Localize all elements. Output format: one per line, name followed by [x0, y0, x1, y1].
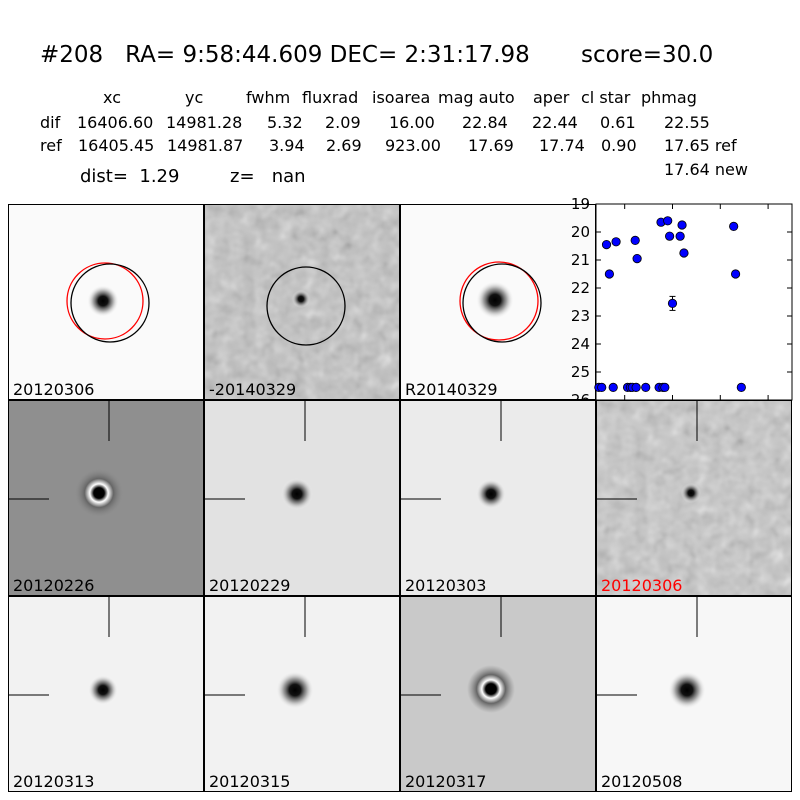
data-point: [632, 253, 642, 264]
panel-label: -20140329: [209, 380, 297, 399]
source-blob: [276, 671, 314, 709]
light-curve-chart: 1920212223242526-50050100: [571, 195, 793, 424]
col-header-xc: xc: [103, 88, 121, 107]
ref-cl-star: 0.90: [601, 136, 637, 155]
y-tick-label: 25: [571, 363, 590, 381]
dif-mag-auto: 22.84: [462, 113, 508, 132]
source-blob: [467, 665, 515, 713]
ref-phmag: 17.65 ref: [664, 136, 737, 155]
z-value: z= nan: [230, 166, 306, 187]
cutout-panel-search: 20120306: [8, 204, 204, 400]
y-tick-label: 24: [571, 335, 590, 353]
red-aperture-circle: [66, 262, 144, 340]
epoch-panel: 20120226: [8, 400, 204, 596]
source-blob: [668, 671, 706, 709]
data-point: [736, 382, 746, 392]
dif-yc: 14981.28: [166, 113, 243, 132]
y-tick-label: 23: [571, 307, 590, 325]
data-point: [675, 231, 685, 241]
dif-phmag: 22.55: [664, 113, 710, 132]
panel-label: 20120303: [405, 576, 487, 595]
data-point: [665, 231, 675, 241]
dif-xc: 16406.60: [77, 113, 154, 132]
black-aperture-circle: [462, 263, 542, 343]
epoch-panel: 20120317: [400, 596, 596, 792]
source-blob: [681, 483, 701, 503]
data-point: [601, 239, 612, 250]
data-point: [729, 221, 739, 232]
row-label-ref: ref: [40, 136, 62, 155]
panel-label: 20120306: [13, 380, 95, 399]
data-point: [631, 382, 641, 392]
col-header-cl-star: cl star: [581, 88, 631, 107]
panel-label: 20120317: [405, 772, 487, 791]
panel-label: R20140329: [405, 380, 498, 399]
candidate-title: #208 RA= 9:58:44.609 DEC= 2:31:17.98 sco…: [40, 42, 714, 68]
col-header-yc: yc: [185, 88, 204, 107]
col-header-aper: aper: [533, 88, 570, 107]
source-blob: [476, 281, 514, 319]
data-point: [604, 269, 614, 279]
y-tick-label: 22: [571, 279, 590, 297]
col-header-fwhm: fwhm: [246, 88, 291, 107]
source-blob: [281, 478, 313, 510]
source-blob: [292, 290, 310, 308]
dif-aper: 22.44: [532, 113, 578, 132]
epoch-panel: 20120313: [8, 596, 204, 792]
source-blob: [88, 675, 118, 705]
dif-fwhm: 5.32: [267, 113, 303, 132]
ref-fwhm: 3.94: [269, 136, 305, 155]
epoch-panel: 20120315: [204, 596, 400, 792]
panel-label: 20120226: [13, 576, 95, 595]
row-label-dif: dif: [40, 113, 61, 132]
ref-isoarea: 923.00: [385, 136, 441, 155]
data-point: [663, 216, 673, 226]
data-point: [630, 235, 640, 246]
panel-label: 20120315: [209, 772, 291, 791]
ref-xc: 16405.45: [78, 136, 155, 155]
black-aperture-circle: [70, 263, 150, 343]
y-tick-label: 19: [571, 195, 590, 213]
dif-fluxrad: 2.09: [325, 113, 361, 132]
ref-mag-auto: 17.69: [468, 136, 514, 155]
epoch-panel: 20120303: [400, 400, 596, 596]
data-point: [608, 382, 618, 392]
panel-label: 20120313: [13, 772, 95, 791]
data-point: [677, 220, 687, 230]
source-blob: [75, 469, 123, 517]
y-tick-label: 21: [571, 251, 590, 269]
panel-label: 20120229: [209, 576, 291, 595]
ref-fluxrad: 2.69: [326, 136, 362, 155]
epoch-panel: 20120229: [204, 400, 400, 596]
col-header-phmag: phmag: [641, 88, 697, 107]
dist-value: dist= 1.29: [80, 166, 180, 187]
panel-label: 20120508: [601, 772, 683, 791]
red-aperture-circle: [459, 261, 539, 341]
data-point: [667, 298, 678, 309]
col-header-mag-auto: mag auto: [438, 88, 515, 107]
cutout-panel-difference: -20140329: [204, 204, 400, 400]
black-aperture-circle: [266, 266, 346, 346]
data-point: [597, 382, 607, 392]
plot-area: [595, 203, 793, 401]
panel-label-current: 20120306: [601, 576, 683, 595]
col-header-fluxrad: fluxrad: [302, 88, 359, 107]
dif-isoarea: 16.00: [389, 113, 435, 132]
new-phmag: 17.64 new: [664, 160, 748, 179]
cutout-panel-reference: R20140329: [400, 204, 596, 400]
data-point: [660, 382, 670, 392]
data-point: [611, 237, 621, 247]
epoch-panel: 20120306: [596, 400, 792, 596]
data-point: [641, 382, 651, 392]
data-point: [730, 269, 741, 279]
col-header-isoarea: isoarea: [372, 88, 431, 107]
epoch-panel: 20120508: [596, 596, 792, 792]
ref-yc: 14981.87: [167, 136, 244, 155]
source-blob: [87, 285, 119, 317]
data-point: [679, 248, 689, 258]
dif-cl-star: 0.61: [600, 113, 636, 132]
ref-aper: 17.74: [539, 136, 585, 155]
y-tick-label: 20: [571, 223, 590, 241]
source-blob: [476, 479, 506, 509]
